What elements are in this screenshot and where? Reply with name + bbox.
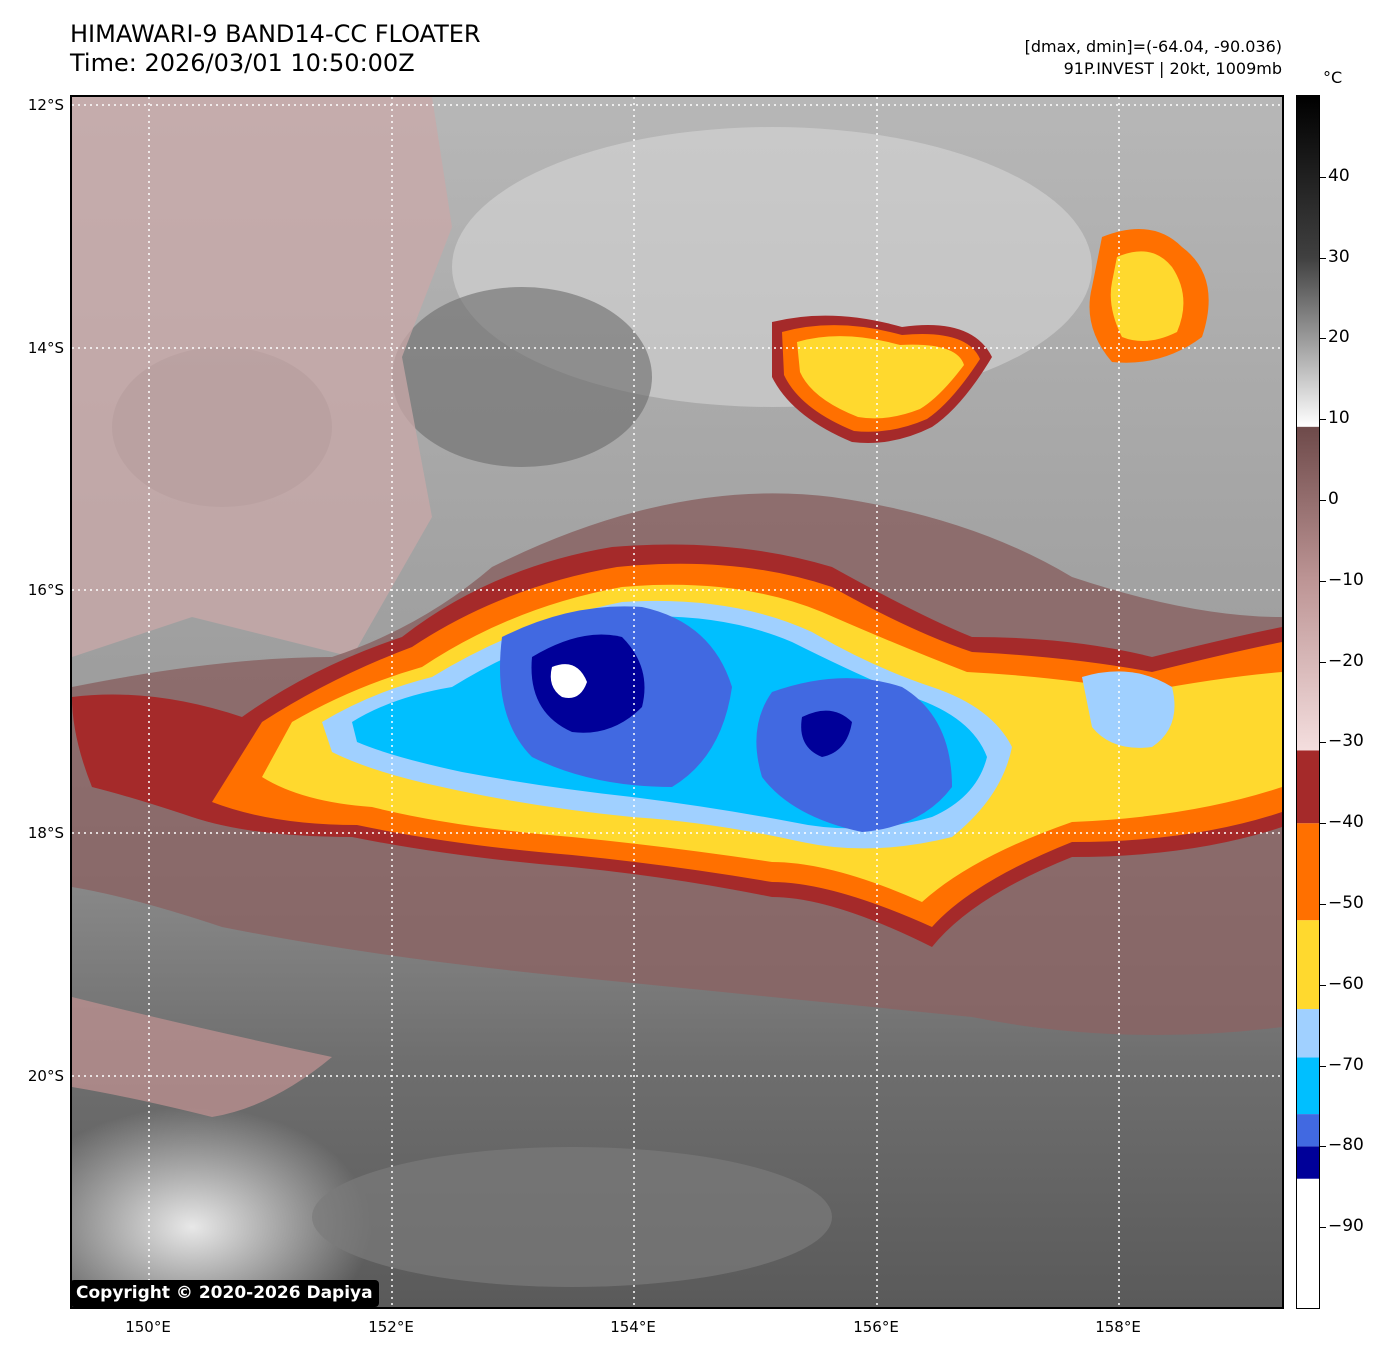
colorbar-unit: °C xyxy=(1323,68,1343,87)
colorbar-bin xyxy=(1297,920,1319,1010)
anvil-debris-sw xyxy=(72,997,332,1117)
colorbar-tick xyxy=(1320,257,1326,259)
colorbar-tick xyxy=(1320,580,1326,582)
colorbar-tick xyxy=(1320,176,1326,178)
storm-info: [dmax, dmin]=(-64.04, -90.036) 91P.INVES… xyxy=(1025,36,1282,80)
colorbar-bin xyxy=(1297,823,1319,921)
lat-label-14s: 14°S xyxy=(27,339,64,357)
colorbar-tick-label: 40 xyxy=(1328,165,1350,186)
lon-label-154e: 154°E xyxy=(610,1318,656,1336)
storm-intensity: 91P.INVEST | 20kt, 1009mb xyxy=(1063,59,1282,78)
colorbar-tick xyxy=(1320,419,1326,421)
colorbar-bin xyxy=(1297,1178,1319,1308)
colorbar-tick-label: −50 xyxy=(1328,893,1364,913)
colorbar-tick xyxy=(1320,1146,1326,1148)
lon-label-152e: 152°E xyxy=(368,1318,414,1336)
colorbar-tick xyxy=(1320,984,1326,986)
colorbar-tick xyxy=(1320,338,1326,340)
colorbar-tick-label: −20 xyxy=(1328,650,1364,671)
colorbar-bin xyxy=(1297,750,1319,824)
satellite-image-panel xyxy=(70,95,1284,1309)
colorbar-tick-label: −10 xyxy=(1328,569,1364,590)
colorbar-tick-label: −30 xyxy=(1328,731,1364,752)
colorbar-tick xyxy=(1320,742,1326,744)
ne-cluster-minus60 xyxy=(1110,251,1184,341)
low-cloud-band xyxy=(312,1147,832,1287)
title-product: HIMAWARI-9 BAND14-CC FLOATER xyxy=(70,20,481,48)
cirrus-west-brown xyxy=(72,97,452,657)
north-cluster-minus60 xyxy=(797,336,964,419)
lon-label-156e: 156°E xyxy=(853,1318,899,1336)
colorbar-tick-label: −90 xyxy=(1328,1216,1364,1237)
colorbar-bin xyxy=(1297,1057,1319,1115)
overshooting-top-west xyxy=(550,664,587,698)
copyright-notice: Copyright © 2020-2026 Dapiya xyxy=(70,1280,379,1307)
colorbar-tick-label: 0 xyxy=(1328,489,1339,509)
title-time: Time: 2026/03/01 10:50:00Z xyxy=(70,49,415,77)
east-cluster-cold xyxy=(1082,671,1175,748)
colorbar-tick-label: 20 xyxy=(1328,327,1350,348)
dmax-dmin-readout: [dmax, dmin]=(-64.04, -90.036) xyxy=(1024,37,1282,56)
colorbar-tick xyxy=(1320,823,1326,825)
dry-pocket xyxy=(392,287,652,467)
colorbar-tick xyxy=(1320,661,1326,663)
lat-label-16s: 16°S xyxy=(27,581,64,599)
colorbar-tick-label: 30 xyxy=(1328,246,1350,267)
colorbar-bin xyxy=(1297,1114,1319,1147)
coldest-core-east xyxy=(801,710,852,757)
colorbar-tick xyxy=(1320,1065,1326,1067)
colorbar-tick-label: −40 xyxy=(1328,812,1364,833)
chart-title: HIMAWARI-9 BAND14-CC FLOATER Time: 2026/… xyxy=(70,20,481,78)
colorbar-tick-label: 10 xyxy=(1328,408,1350,429)
lat-label-20s: 20°S xyxy=(27,1067,64,1085)
colorbar-gradient-segment xyxy=(1297,96,1319,751)
colorbar-tick xyxy=(1320,500,1326,501)
graticule xyxy=(72,97,1282,1307)
lon-label-158e: 158°E xyxy=(1095,1318,1141,1336)
lat-label-18s: 18°S xyxy=(27,824,64,842)
lon-label-150e: 150°E xyxy=(125,1318,171,1336)
colorbar-tick-label: −70 xyxy=(1328,1054,1364,1075)
low-cloud-patch-sw xyxy=(72,1107,372,1307)
colorbar-tick-label: −60 xyxy=(1328,973,1364,994)
colorbar-scale xyxy=(1297,96,1319,1308)
coldest-core-west xyxy=(531,634,645,733)
colorbar-bin xyxy=(1297,1146,1319,1179)
colorbar-tick xyxy=(1320,904,1326,905)
colorbar-tick-label: −80 xyxy=(1328,1135,1364,1156)
colorbar-tick xyxy=(1320,1227,1326,1229)
lat-label-12s: 12°S xyxy=(27,96,64,114)
satellite-image xyxy=(72,97,1282,1307)
temperature-colorbar xyxy=(1296,95,1320,1309)
colorbar-bin xyxy=(1297,1009,1319,1058)
